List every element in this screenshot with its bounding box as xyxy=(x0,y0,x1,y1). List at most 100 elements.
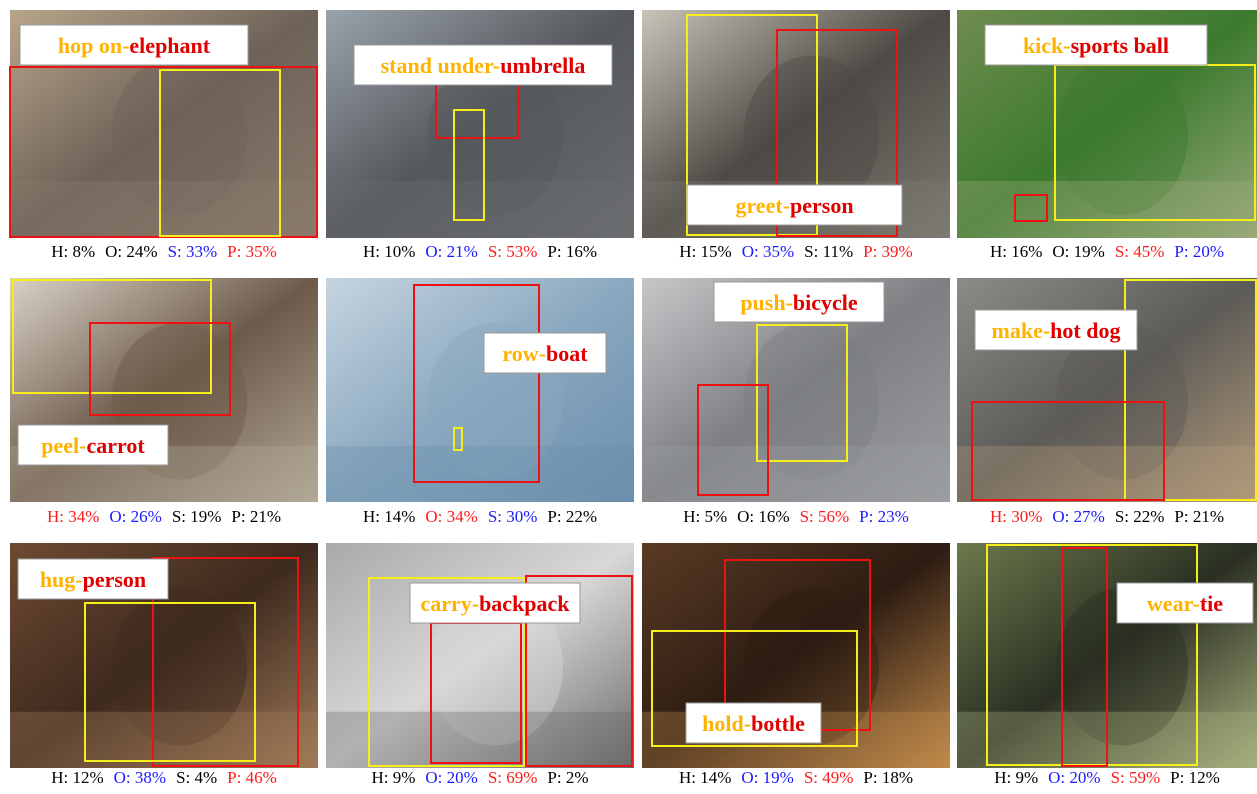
stat: S: 56% xyxy=(800,507,850,526)
stat: O: 35% xyxy=(742,242,794,261)
caption: H: 12% O: 38% S: 4% P: 46% xyxy=(51,768,277,787)
panel: peel-carrot xyxy=(10,278,318,502)
stat: H: 14% xyxy=(679,768,731,787)
stat: H: 10% xyxy=(363,242,415,261)
hoi-label: hug-person xyxy=(40,567,146,592)
panel: push-bicycle xyxy=(642,278,950,502)
object: boat xyxy=(546,341,588,366)
verb: stand under- xyxy=(381,53,501,78)
panel: kick-sports ball xyxy=(957,10,1257,238)
stat: S: 22% xyxy=(1115,507,1165,526)
stat: O: 27% xyxy=(1052,507,1104,526)
stat: S: 45% xyxy=(1115,242,1165,261)
figure: hop on-elephant H: 8% O: 24% S: 33% P: 35% st… xyxy=(0,0,1257,794)
object: hot dog xyxy=(1050,318,1120,343)
object: backpack xyxy=(479,591,570,616)
caption: H: 10%O: 21%S: 53%P: 16% xyxy=(363,242,597,261)
photo-ground xyxy=(957,181,1257,238)
panel: wear-tie xyxy=(957,543,1257,768)
hoi-label: hold-bottle xyxy=(702,711,805,736)
stat: H: 15% xyxy=(679,242,731,261)
verb: greet- xyxy=(735,193,790,218)
verb: make- xyxy=(992,318,1051,343)
stat: P: 22% xyxy=(547,507,597,526)
object: umbrella xyxy=(500,53,585,78)
stat: P: 23% xyxy=(859,507,909,526)
stat: P: 12% xyxy=(1170,768,1220,787)
object: elephant xyxy=(129,33,210,58)
stat: S: 11% xyxy=(804,242,853,261)
stat: O: 19% xyxy=(741,768,793,787)
stat: P: 39% xyxy=(863,242,913,261)
stat: S: 19% xyxy=(172,507,222,526)
caption: H: 30% O: 27% S: 22% P: 21% xyxy=(990,507,1224,526)
caption: H: 8% O: 24% S: 33% P: 35% xyxy=(51,242,277,261)
panel: hold-bottle xyxy=(642,543,950,768)
object: bottle xyxy=(751,711,805,736)
stat: P: 20% xyxy=(1174,242,1224,261)
hoi-label: hop on-elephant xyxy=(58,33,211,58)
stat: P: 2% xyxy=(547,768,588,787)
stat: H: 16% xyxy=(990,242,1042,261)
photo-ground xyxy=(326,712,634,768)
panel: carry-backpack xyxy=(326,543,634,768)
stat: H: 34% xyxy=(47,507,99,526)
verb: hop on- xyxy=(58,33,130,58)
hoi-label: kick-sports ball xyxy=(1023,33,1169,58)
stat: O: 26% xyxy=(109,507,161,526)
stat: O: 19% xyxy=(1052,242,1104,261)
stat: H: 30% xyxy=(990,507,1042,526)
stat: S: 49% xyxy=(804,768,854,787)
stat: H: 8% xyxy=(51,242,95,261)
stat: S: 33% xyxy=(168,242,218,261)
caption: H: 16% O: 19% S: 45% P: 20% xyxy=(990,242,1224,261)
photo-ground xyxy=(10,712,318,768)
stat: S: 53% xyxy=(488,242,538,261)
hoi-label: row-boat xyxy=(502,341,588,366)
stat: O: 16% xyxy=(737,507,789,526)
verb: carry- xyxy=(420,591,479,616)
stat: O: 20% xyxy=(1048,768,1100,787)
verb: kick- xyxy=(1023,33,1071,58)
verb: hold- xyxy=(702,711,751,736)
verb: wear- xyxy=(1147,591,1200,616)
verb: peel- xyxy=(41,433,86,458)
panel: greet-person xyxy=(642,10,950,238)
stat: H: 5% xyxy=(683,507,727,526)
photo-ground xyxy=(10,181,318,238)
caption: H: 34%O: 26%S: 19%P: 21% xyxy=(47,507,281,526)
stat: O: 38% xyxy=(114,768,166,787)
verb: hug- xyxy=(40,567,83,592)
object: tie xyxy=(1200,591,1223,616)
stat: P: 46% xyxy=(227,768,277,787)
panel: row-boat xyxy=(326,278,634,502)
caption: H: 5% O: 16% S: 56% P: 23% xyxy=(683,507,909,526)
stat: H: 12% xyxy=(51,768,103,787)
photo-ground xyxy=(326,181,634,238)
stat: S: 30% xyxy=(488,507,538,526)
panel: stand under-umbrella xyxy=(326,10,634,238)
verb: push- xyxy=(740,290,793,315)
panel: hug-person xyxy=(10,543,318,768)
caption: H: 9%O: 20%S: 59%P: 12% xyxy=(994,768,1220,787)
verb: row- xyxy=(502,341,546,366)
stat: O: 34% xyxy=(425,507,477,526)
caption: H: 15% O: 35% S: 11% P: 39% xyxy=(679,242,912,261)
hoi-label: make-hot dog xyxy=(992,318,1121,343)
photo-ground xyxy=(957,446,1257,502)
hoi-label: greet-person xyxy=(735,193,853,218)
stat: S: 59% xyxy=(1111,768,1161,787)
stat: O: 20% xyxy=(425,768,477,787)
stat: H: 14% xyxy=(363,507,415,526)
photo-ground xyxy=(642,446,950,502)
object: carrot xyxy=(86,433,145,458)
stat: S: 4% xyxy=(176,768,217,787)
stat: P: 35% xyxy=(227,242,277,261)
stat: P: 21% xyxy=(1174,507,1224,526)
stat: O: 24% xyxy=(105,242,157,261)
object: person xyxy=(790,193,854,218)
hoi-label: peel-carrot xyxy=(41,433,145,458)
hoi-label: carry-backpack xyxy=(420,591,570,616)
panel: make-hot dog xyxy=(957,278,1257,502)
object: person xyxy=(83,567,147,592)
